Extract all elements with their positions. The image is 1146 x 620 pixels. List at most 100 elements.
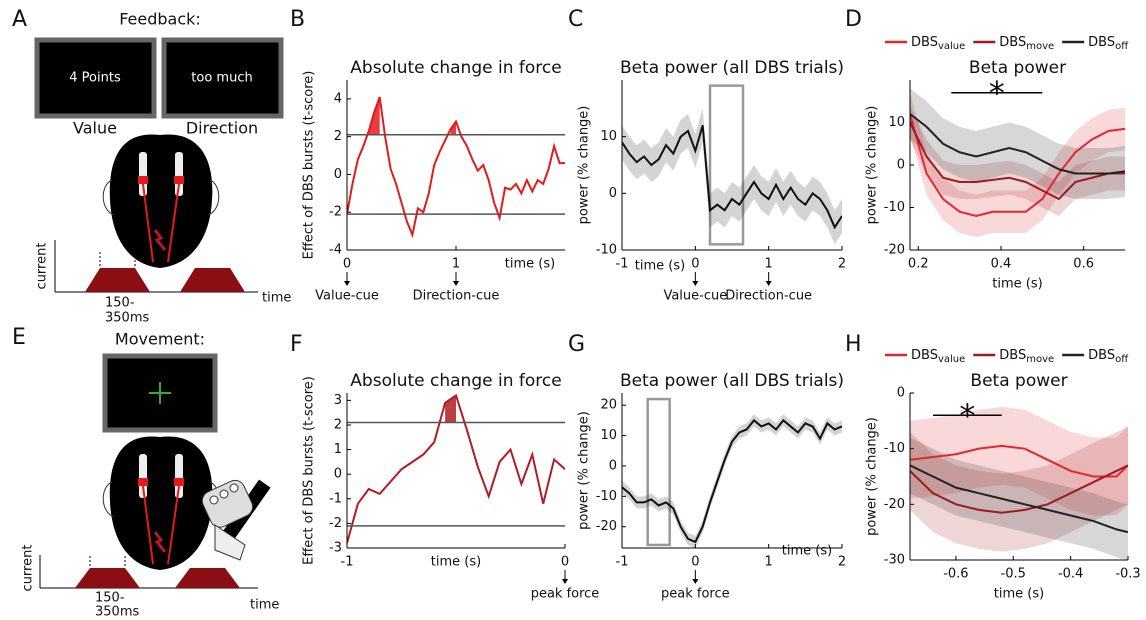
x-tick-label: 0 [691, 257, 699, 272]
chart: H Beta power power (% change) time (s) -30 -2… [845, 332, 1141, 602]
data-line [910, 464, 1128, 534]
panel-letter: E [12, 325, 26, 350]
y-axis-label: Effect of DBS bursts (t-score) [302, 376, 317, 565]
panel-letter: H [845, 332, 862, 357]
x-tick-label: 0.4 [991, 257, 1012, 272]
y-tick-label: -2 [329, 516, 342, 531]
chart: B Absolute change in force Effect of DBS b… [290, 7, 565, 304]
legend-subscript: move [1026, 41, 1054, 52]
error-band [910, 406, 1128, 516]
arrow-head [692, 579, 699, 584]
y-tick-label: 2 [334, 417, 342, 432]
y-tick-label: -10 [596, 489, 617, 504]
y-axis-label: power (% change) [577, 411, 592, 530]
y-tick-label: -1 [329, 491, 342, 506]
panel-letter: A [12, 7, 27, 32]
annotation: Direction-cue [413, 289, 500, 304]
y-tick-label: -10 [596, 243, 617, 258]
data-line [910, 464, 1128, 514]
error-band [910, 92, 1125, 238]
panel-letter: C [568, 7, 583, 32]
head [101, 434, 221, 572]
legend-name: DBS [911, 35, 938, 50]
x-tick-label: 0.2 [908, 257, 929, 272]
chart-title: Beta power [970, 371, 1067, 391]
screen-caption: Value [73, 119, 117, 138]
chart-title: Absolute change in force [350, 371, 561, 391]
data-line [910, 122, 1125, 201]
legend-subscript: value [938, 41, 965, 52]
legend-subscript: move [1026, 354, 1054, 365]
axis-label: current [35, 243, 50, 290]
chart-title: Beta power [969, 58, 1066, 78]
panel-a: A Feedback: 4 Points too much Value Dire… [12, 7, 291, 326]
data-line [622, 125, 842, 230]
legend-label: DBSmove [999, 348, 1054, 366]
x-axis-label: time (s) [994, 587, 1044, 602]
arrow-head [344, 281, 350, 286]
significance-star: * [989, 74, 1005, 112]
diagram-title: Movement: [115, 330, 205, 349]
panel-letter: B [290, 7, 305, 32]
y-tick-label: 0 [897, 386, 905, 401]
time-window [708, 84, 745, 246]
plot-area [347, 393, 565, 544]
pulse [175, 568, 240, 588]
chart-title: Beta power (all DBS trials) [620, 371, 844, 391]
x-tick-label: -0.6 [943, 567, 968, 582]
screen [161, 37, 284, 119]
data-line [622, 418, 842, 544]
annotation: Value-cue [315, 289, 379, 304]
diagram-title: Feedback: [119, 10, 201, 29]
plot-area [622, 84, 842, 246]
y-tick-label: 2 [334, 129, 342, 144]
x-tick-label: -0.5 [1001, 567, 1026, 582]
x-axis-label: time (s) [635, 259, 685, 274]
x-tick-label: 0.6 [1073, 257, 1094, 272]
axis-label: time [262, 291, 291, 306]
x-tick-label: -1 [616, 555, 629, 570]
y-tick-label: 20 [600, 398, 617, 413]
arrow-head [765, 281, 772, 286]
head [101, 132, 221, 270]
panel-letter: D [845, 7, 862, 32]
legend-subscript: off [1115, 41, 1129, 52]
x-tick-label: 0 [561, 555, 569, 570]
legend-label: DBSvalue [911, 348, 965, 366]
y-tick-label: 10 [600, 428, 617, 443]
y-tick-label: -20 [884, 497, 905, 512]
error-band [622, 108, 842, 245]
legend-name: DBS [999, 35, 1026, 50]
time-window [646, 397, 671, 547]
arrow-head [562, 579, 568, 584]
chart: G Beta power (all DBS trials) power (% cha… [568, 332, 846, 602]
legend-label: DBSoff [1088, 348, 1129, 366]
y-tick-label: 4 [334, 91, 342, 106]
y-tick-label: 3 [334, 393, 342, 408]
panel-e: E Movement: current time 150- 350ms [12, 325, 279, 620]
x-tick-label: 1 [765, 555, 773, 570]
legend-name: DBS [1088, 348, 1115, 363]
annotation: Value-cue [663, 289, 727, 304]
legend-subscript: value [938, 354, 965, 365]
pulse [180, 268, 245, 292]
pulse [75, 568, 140, 588]
x-axis-label: time (s) [992, 277, 1042, 292]
y-tick-label: 0 [334, 467, 342, 482]
x-tick-label: -1 [616, 257, 629, 272]
y-axis-label: power (% change) [865, 106, 880, 225]
annotation: peak force [661, 587, 730, 602]
x-tick-label: 0 [343, 257, 351, 272]
error-band [910, 426, 1128, 552]
screen [34, 37, 157, 119]
screen-caption: Direction [186, 119, 258, 138]
error-band [622, 414, 842, 548]
panel-letter: G [568, 332, 585, 357]
error-band [910, 88, 1125, 199]
legend-name: DBS [911, 348, 938, 363]
axis-label: current [21, 545, 36, 592]
significance-star: * [959, 396, 975, 434]
duration: 350ms [105, 311, 149, 326]
